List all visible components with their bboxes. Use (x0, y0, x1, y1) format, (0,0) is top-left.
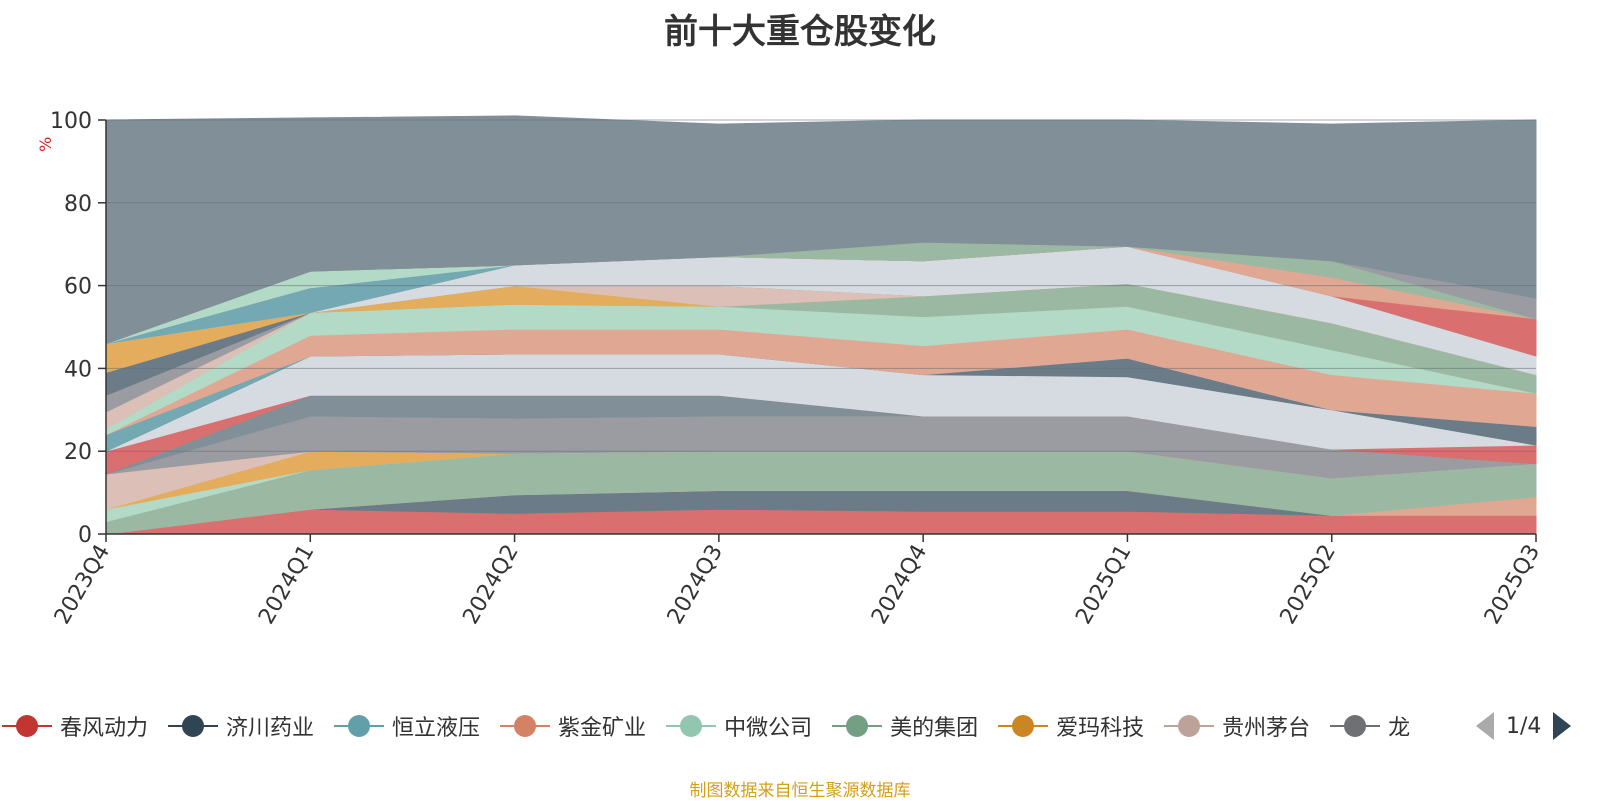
x-tick-label: 2023Q4 (50, 541, 115, 629)
chart-title: 前十大重仓股变化 (664, 12, 936, 52)
legend-next-icon[interactable] (1553, 712, 1572, 740)
legend-label: 恒立液压 (392, 716, 481, 741)
y-tick-label: 80 (64, 192, 92, 217)
legend-label: 春风动力 (60, 716, 149, 741)
legend-label: 中微公司 (724, 716, 813, 741)
legend-label: 紫金矿业 (558, 716, 647, 741)
legend-marker-icon (1328, 713, 1382, 739)
legend-marker-icon (1162, 713, 1216, 739)
legend: 春风动力 济川药业 恒立液压 紫金矿业 中微公司 美的集团 爱玛科技 贵州茅台 龙 (0, 706, 1600, 746)
y-tick-label: 20 (64, 440, 92, 465)
gridlines (106, 119, 1536, 452)
data-source-note: 制图数据来自恒生聚源数据库 (689, 781, 911, 801)
x-tick-label: 2025Q3 (1480, 541, 1545, 629)
legend-item[interactable]: 爱玛科技 (996, 706, 1162, 746)
legend-label: 济川药业 (226, 716, 315, 741)
y-tick-label: 0 (78, 523, 92, 548)
plot-areas (105, 115, 1537, 535)
legend-marker-icon (830, 713, 884, 739)
legend-label: 贵州茅台 (1222, 716, 1311, 741)
area-series-29[interactable] (105, 115, 1537, 345)
x-tick-label: 2024Q1 (254, 541, 319, 629)
legend-label: 龙 (1388, 716, 1411, 741)
x-tick-label: 2024Q3 (663, 541, 728, 629)
y-axis-unit-label: % (36, 136, 55, 152)
legend-marker-icon (664, 713, 718, 739)
legend-item[interactable]: 贵州茅台 (1162, 706, 1328, 746)
legend-item[interactable]: 美的集团 (830, 706, 996, 746)
legend-item[interactable]: 济川药业 (166, 706, 332, 746)
x-tick-label: 2025Q2 (1276, 541, 1341, 629)
legend-item[interactable]: 龙 (1328, 706, 1428, 746)
x-tick-label: 2024Q2 (458, 541, 523, 629)
legend-item[interactable]: 春风动力 (0, 706, 166, 746)
legend-label: 美的集团 (890, 716, 979, 741)
legend-item[interactable]: 中微公司 (664, 706, 830, 746)
x-tick-label: 2025Q1 (1071, 541, 1136, 629)
legend-item[interactable]: 恒立液压 (332, 706, 498, 746)
legend-pager: 1/4 (1470, 706, 1600, 746)
legend-prev-icon[interactable] (1476, 712, 1494, 740)
legend-marker-icon (332, 713, 386, 739)
legend-marker-icon (996, 713, 1050, 739)
legend-marker-icon (166, 713, 220, 739)
legend-page-indicator: 1/4 (1506, 713, 1542, 739)
legend-items: 春风动力 济川药业 恒立液压 紫金矿业 中微公司 美的集团 爱玛科技 贵州茅台 龙 (0, 706, 1470, 746)
legend-label: 爱玛科技 (1056, 716, 1145, 741)
y-tick-label: 100 (50, 109, 92, 134)
x-tick-label: 2024Q4 (867, 541, 932, 629)
y-tick-label: 60 (64, 275, 92, 300)
legend-item[interactable]: 紫金矿业 (498, 706, 664, 746)
legend-marker-icon (0, 713, 54, 739)
legend-marker-icon (498, 713, 552, 739)
y-tick-label: 40 (64, 357, 92, 382)
